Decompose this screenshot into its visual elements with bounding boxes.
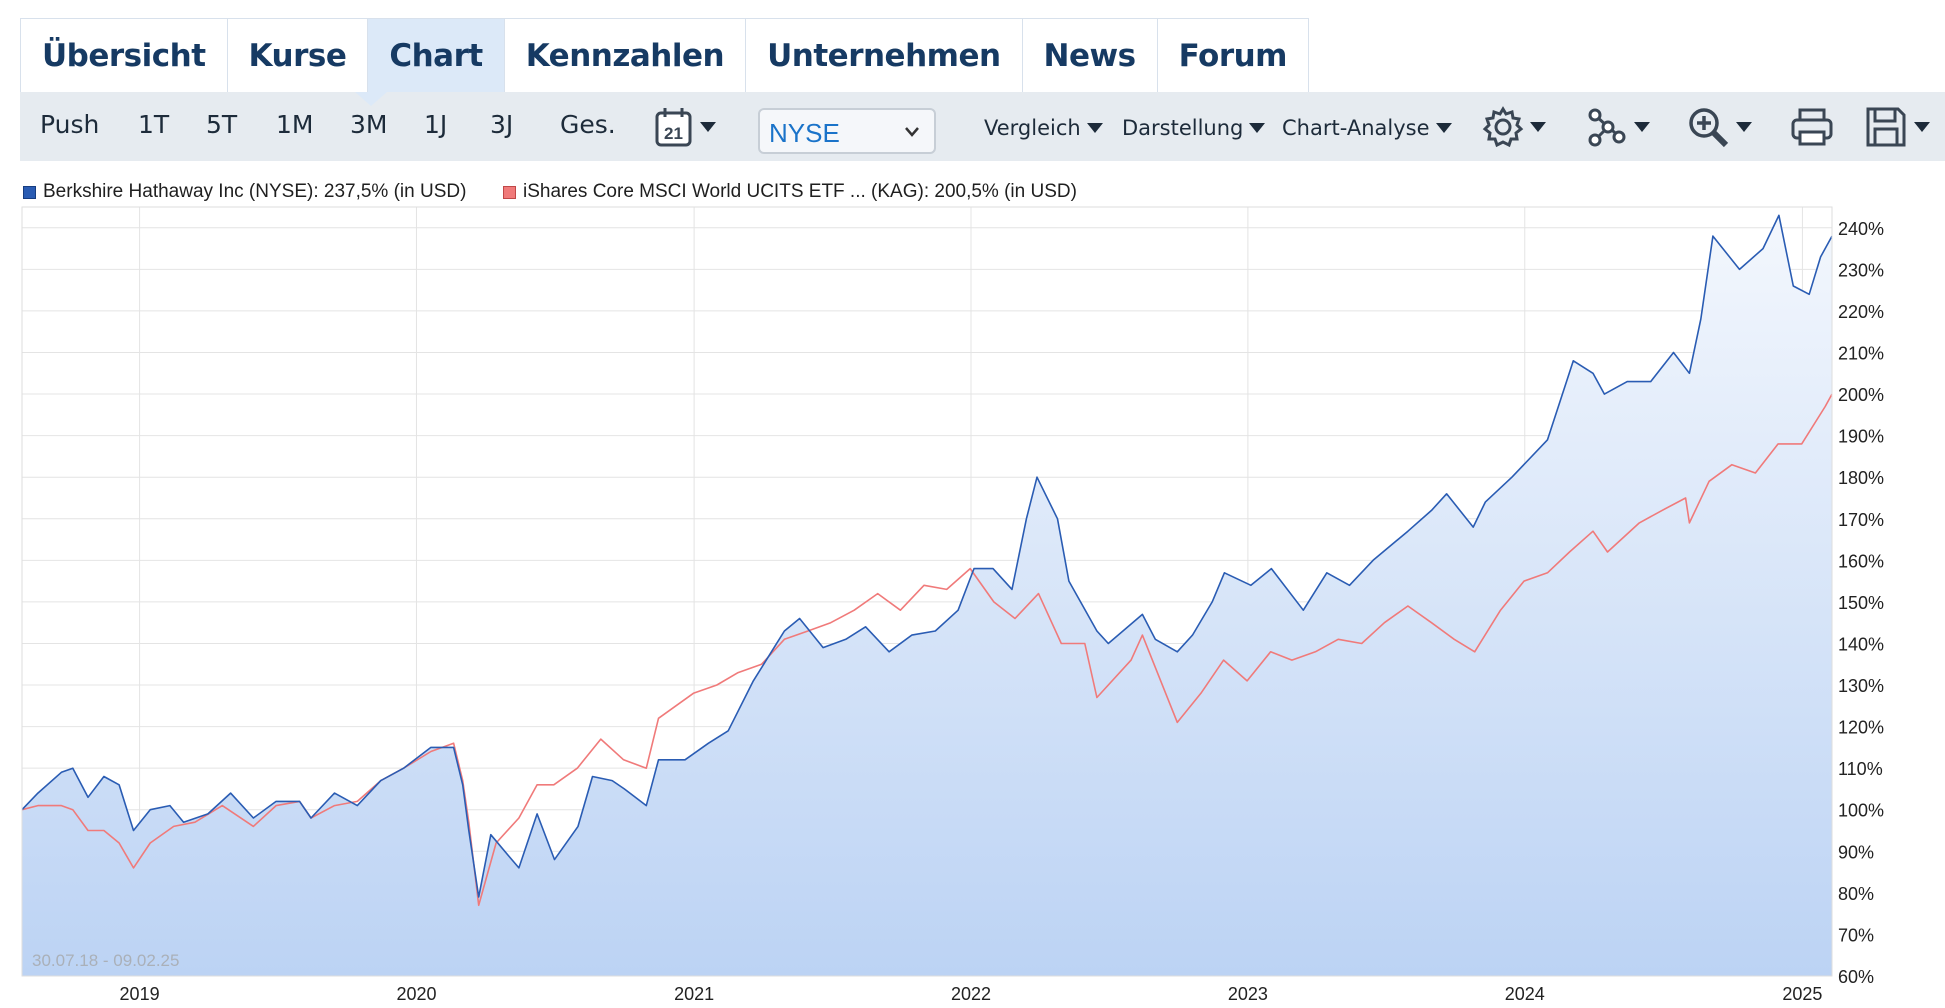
range-push-button[interactable]: Push — [40, 110, 100, 139]
series-area-berkshire — [22, 215, 1832, 977]
network-icon — [1588, 108, 1626, 147]
range-1m-button[interactable]: 1M — [276, 110, 314, 139]
range-5t-button[interactable]: 5T — [206, 110, 238, 139]
range-1t-button[interactable]: 1T — [138, 110, 170, 139]
y-tick-label: 210% — [1838, 343, 1884, 363]
series-line-ishares — [21, 393, 1833, 907]
range-3m-button[interactable]: 3M — [350, 110, 388, 139]
chevron-down-icon — [1634, 122, 1650, 132]
legend-label-2: iShares Core MSCI World UCITS ETF ... (K… — [523, 181, 1077, 202]
tab-news[interactable]: News — [1023, 19, 1158, 93]
legend-swatch-red — [503, 185, 516, 199]
x-tick-label: 2025 — [1782, 984, 1822, 1004]
y-tick-label: 170% — [1838, 510, 1884, 530]
save-icon — [1866, 107, 1906, 147]
chevron-down-icon — [1736, 122, 1752, 132]
zoom-in-icon — [1689, 108, 1729, 148]
chevron-down-icon — [1086, 123, 1103, 133]
y-tick-label: 70% — [1838, 925, 1874, 945]
y-tick-label: 130% — [1838, 676, 1884, 696]
calendar-button[interactable]: 21 — [654, 104, 716, 150]
y-tick-label: 60% — [1838, 967, 1874, 987]
series-line-berkshire — [21, 214, 1833, 898]
legend-label-1: Berkshire Hathaway Inc (NYSE): 237,5% (i… — [43, 181, 467, 202]
y-tick-label: 150% — [1838, 593, 1884, 613]
darstellung-menu[interactable]: Darstellung — [1122, 116, 1266, 140]
chart-analyse-menu[interactable]: Chart-Analyse — [1282, 116, 1452, 140]
y-tick-label: 110% — [1838, 759, 1883, 779]
chevron-down-icon — [1530, 122, 1546, 132]
y-tick-label: 80% — [1838, 884, 1874, 904]
print-icon — [1791, 108, 1833, 146]
y-tick-label: 180% — [1838, 468, 1884, 488]
save-button[interactable] — [1864, 104, 1930, 150]
vergleich-label: Vergleich — [984, 116, 1081, 140]
y-tick-label: 140% — [1838, 634, 1884, 654]
x-tick-label: 2021 — [674, 984, 714, 1004]
vergleich-menu[interactable]: Vergleich — [984, 116, 1103, 140]
chevron-down-icon — [700, 122, 716, 132]
chevron-down-icon — [1249, 123, 1266, 133]
exchange-select[interactable]: NYSE — [758, 108, 936, 154]
tab-forum[interactable]: Forum — [1178, 38, 1288, 74]
legend-item-1[interactable]: Berkshire Hathaway Inc (NYSE): 237,5% (i… — [23, 181, 466, 203]
y-tick-label: 190% — [1838, 427, 1884, 447]
range-ges-button[interactable]: Ges. — [560, 110, 616, 139]
tab-bar: Übersicht Kurse Chart Kennzahlen Unterne… — [20, 18, 1309, 93]
y-tick-label: 220% — [1838, 302, 1884, 322]
print-button[interactable] — [1790, 104, 1834, 150]
calendar-day-text: 21 — [664, 124, 683, 143]
gear-icon — [1482, 106, 1524, 148]
zoom-button[interactable] — [1686, 104, 1752, 150]
chevron-down-icon — [1914, 122, 1930, 132]
x-tick-label: 2023 — [1228, 984, 1268, 1004]
y-tick-label: 200% — [1838, 385, 1884, 405]
range-1j-button[interactable]: 1J — [424, 110, 448, 139]
date-range-label: 30.07.18 - 09.02.25 — [32, 951, 179, 970]
x-tick-label: 2020 — [396, 984, 436, 1004]
chart-toolbar: Push 1T 5T 1M 3M 1J 3J Ges. 21 NYSE Verg… — [20, 92, 1945, 161]
active-tab-notch — [355, 92, 387, 106]
y-tick-label: 90% — [1838, 842, 1874, 862]
x-tick-label: 2022 — [951, 984, 991, 1004]
chevron-down-icon — [1435, 123, 1452, 133]
darstellung-label: Darstellung — [1122, 116, 1244, 140]
y-tick-label: 160% — [1838, 551, 1884, 571]
x-tick-label: 2019 — [120, 984, 160, 1004]
tab-chart[interactable]: Chart — [368, 19, 505, 93]
indicators-button[interactable] — [1586, 104, 1650, 150]
y-tick-label: 240% — [1838, 219, 1884, 239]
y-tick-label: 100% — [1838, 801, 1884, 821]
legend-swatch-blue — [23, 185, 36, 199]
tab-uebersicht[interactable]: Übersicht — [21, 19, 228, 93]
y-tick-label: 230% — [1838, 260, 1884, 280]
chart-analyse-label: Chart-Analyse — [1282, 116, 1430, 140]
chevron-down-icon — [905, 127, 919, 137]
tab-kurse[interactable]: Kurse — [228, 19, 369, 93]
x-tick-label: 2024 — [1505, 984, 1545, 1004]
settings-button[interactable] — [1482, 104, 1546, 150]
tab-unternehmen[interactable]: Unternehmen — [746, 19, 1023, 93]
y-tick-label: 120% — [1838, 718, 1884, 738]
exchange-select-value: NYSE — [769, 118, 840, 148]
legend-item-2[interactable]: iShares Core MSCI World UCITS ETF ... (K… — [503, 181, 1077, 203]
tab-kennzahlen[interactable]: Kennzahlen — [505, 19, 747, 93]
calendar-icon: 21 — [655, 108, 692, 147]
plot-border — [21, 206, 1833, 977]
range-3j-button[interactable]: 3J — [490, 110, 514, 139]
